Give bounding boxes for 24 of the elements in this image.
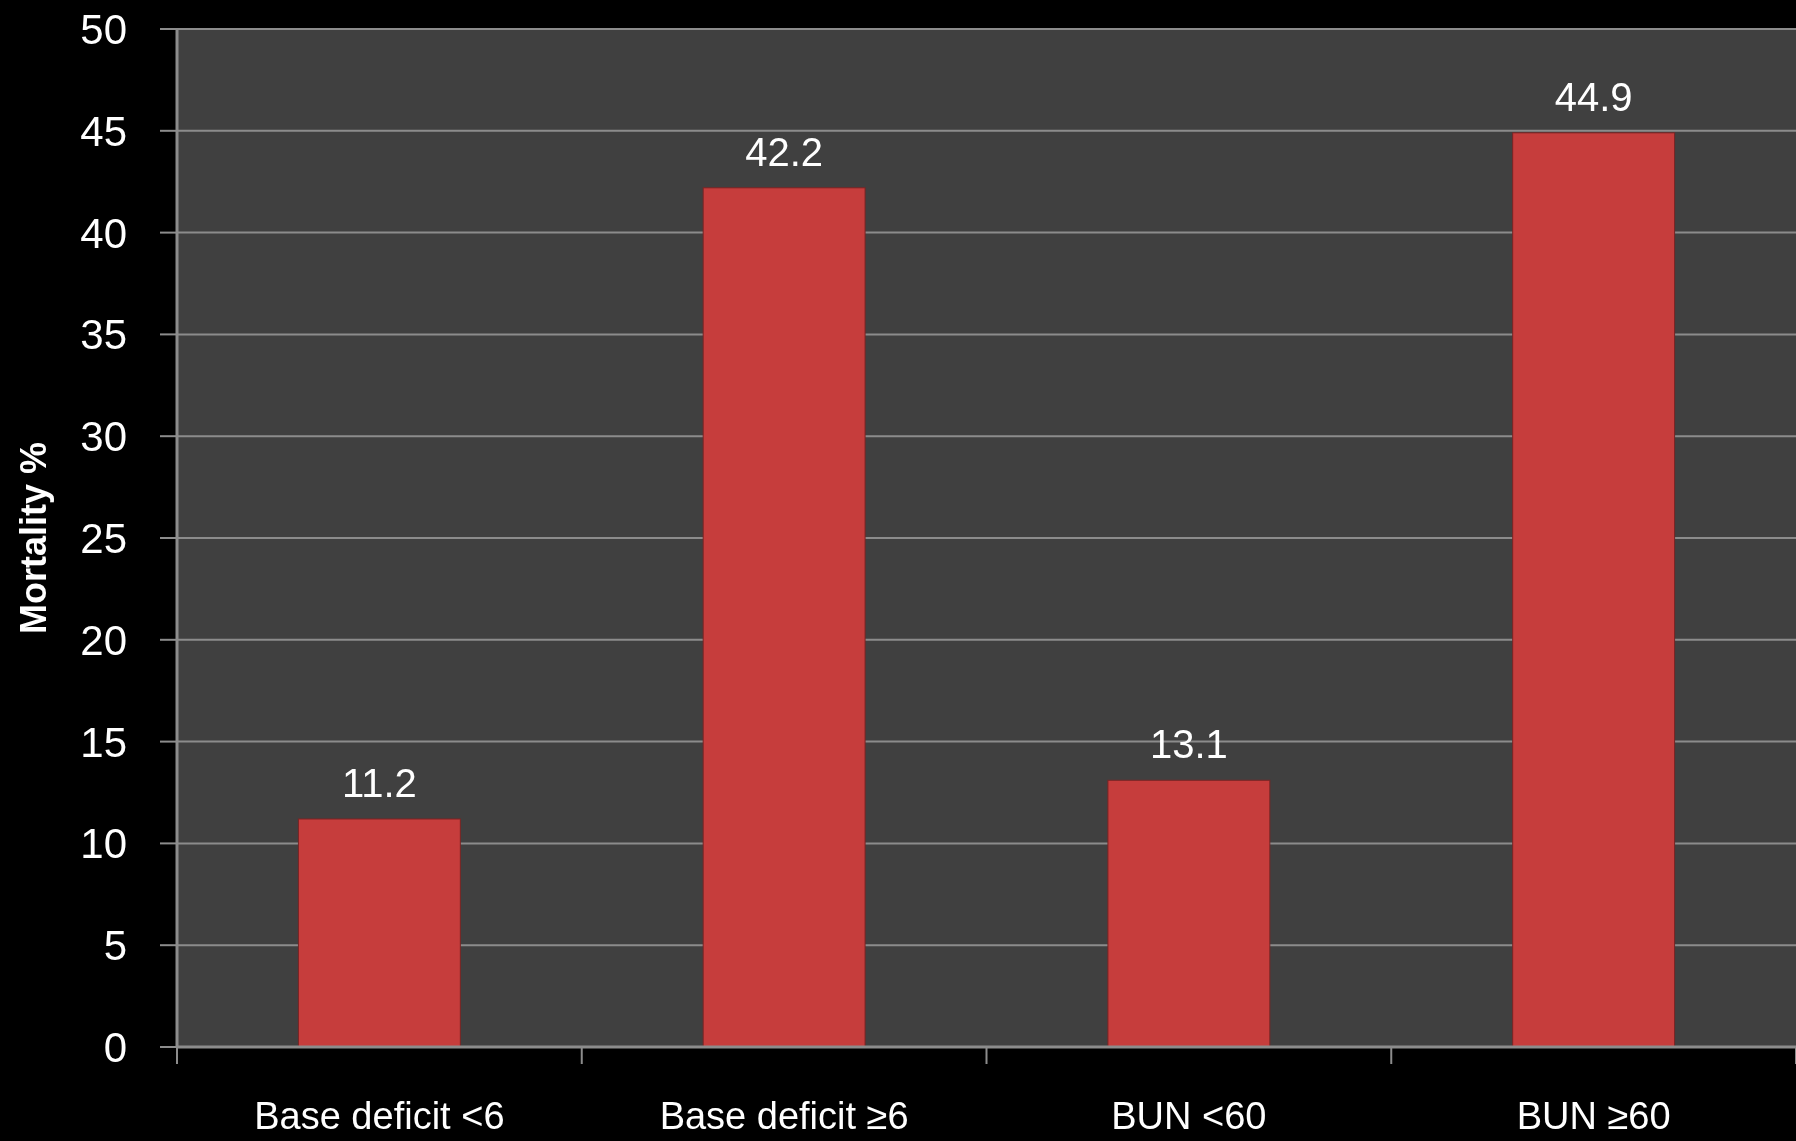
y-tick-label: 45 <box>80 107 127 155</box>
x-tick-label: Base deficit <6 <box>254 1095 505 1137</box>
bar <box>1512 132 1676 1048</box>
y-tick-label: 25 <box>80 514 127 562</box>
y-tick-label: 35 <box>80 310 127 358</box>
y-tick-label: 50 <box>80 5 127 53</box>
y-tick-label: 5 <box>103 921 127 969</box>
y-tick-label: 30 <box>80 412 127 460</box>
bar <box>1107 779 1271 1048</box>
y-tick-label: 40 <box>80 209 127 257</box>
x-tick-label: Base deficit ≥6 <box>659 1095 909 1137</box>
data-label: 13.1 <box>1149 722 1228 767</box>
y-tick-label: 0 <box>103 1023 127 1071</box>
y-tick-label: 10 <box>80 819 127 867</box>
bar <box>702 187 866 1048</box>
y-tick-label: 20 <box>80 616 127 664</box>
bar <box>297 818 461 1048</box>
y-tick-label: 15 <box>80 718 127 766</box>
x-tick-label: BUN <60 <box>1111 1095 1267 1137</box>
data-label: 44.9 <box>1554 74 1633 119</box>
data-label: 11.2 <box>341 760 417 805</box>
data-label: 42.2 <box>745 129 824 174</box>
x-tick-label: BUN ≥60 <box>1516 1095 1671 1137</box>
y-axis-title: Mortality % <box>13 441 54 635</box>
